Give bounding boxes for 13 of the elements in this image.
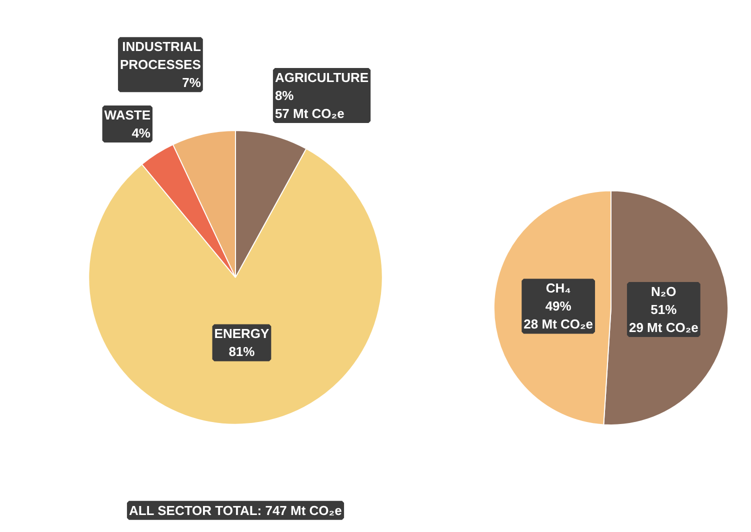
slice-label: N₂O xyxy=(651,284,676,300)
data-label: 81% xyxy=(228,344,256,360)
data-label: 8% 57 Mt CO₂e xyxy=(274,88,344,121)
text: ALL SECTOR TOTAL: 747 Mt CO₂e xyxy=(128,502,342,518)
slice-label: CH₄ xyxy=(546,280,571,296)
slice-label: AGRICULTURE xyxy=(274,70,369,85)
data-label: 51% 29 Mt CO₂e xyxy=(628,302,698,336)
data-label: 4% xyxy=(132,126,151,141)
data-label: 7% xyxy=(182,75,202,90)
slice-label: INDUSTRIAL PROCESSES xyxy=(120,39,202,72)
slice-label: WASTE xyxy=(104,108,151,123)
data-label: 49% 28 Mt CO₂e xyxy=(524,298,594,332)
slice-label: ENERGY xyxy=(214,326,270,342)
